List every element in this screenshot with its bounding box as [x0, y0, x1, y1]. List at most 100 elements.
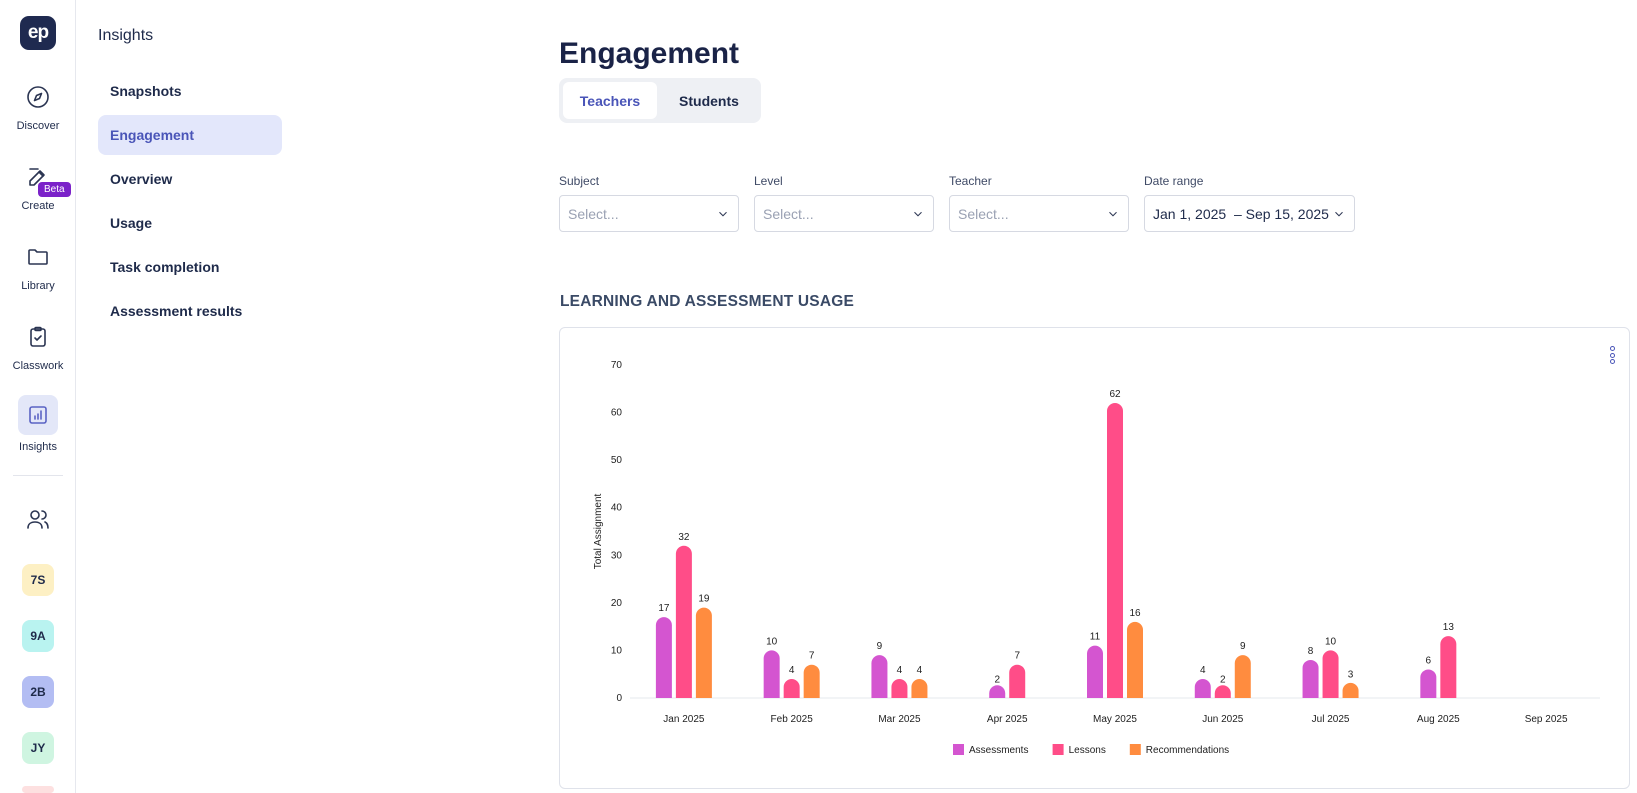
- class-chip-jy[interactable]: JY: [22, 732, 54, 764]
- bar-assessments-jun-2025: [1194, 678, 1211, 698]
- bar-assessments-jul-2025: [1302, 659, 1319, 698]
- sidebar-item-usage[interactable]: Usage: [110, 215, 153, 231]
- more-options-icon[interactable]: [1607, 346, 1617, 366]
- rail-label: Library: [21, 280, 55, 292]
- chevron-down-icon: [1335, 211, 1343, 216]
- x-tick-label: Mar 2025: [878, 714, 921, 725]
- select-placeholder: Select...: [568, 205, 619, 222]
- bar-lessons-jun-2025: [1214, 685, 1231, 698]
- data-label: 11: [1090, 632, 1101, 643]
- select-placeholder: Select...: [763, 205, 814, 222]
- legend-swatch: [1129, 744, 1141, 755]
- folder-icon: [21, 240, 55, 274]
- data-label: 2: [1220, 674, 1226, 685]
- data-label: 7: [1014, 651, 1020, 662]
- y-tick-label: 50: [611, 455, 623, 466]
- x-tick-label: Apr 2025: [987, 714, 1028, 725]
- rail-item-insights[interactable]: Insights: [0, 395, 76, 453]
- chevron-down-icon: [914, 211, 922, 216]
- data-label: 32: [678, 532, 690, 543]
- class-chip-partial[interactable]: [22, 786, 54, 793]
- data-label: 17: [658, 603, 670, 614]
- sidebar-item-assessment-results[interactable]: Assessment results: [110, 303, 243, 319]
- class-chip-7s[interactable]: 7S: [22, 564, 54, 596]
- select-placeholder: Select...: [958, 205, 1009, 222]
- bar-assessments-feb-2025: [763, 650, 780, 698]
- sidebar-item-engagement[interactable]: Engagement: [98, 115, 282, 155]
- date-range-select[interactable]: Jan 1, 2025 – Sep 15, 2025: [1144, 195, 1355, 232]
- data-label: 4: [917, 665, 923, 676]
- bar-lessons-may-2025: [1107, 403, 1123, 698]
- x-tick-label: Sep 2025: [1525, 714, 1568, 725]
- bar-assessments-mar-2025: [871, 655, 888, 698]
- bar-assessments-may-2025: [1087, 645, 1103, 698]
- y-tick-label: 0: [616, 693, 622, 704]
- bar-lessons-jan-2025: [675, 545, 692, 698]
- legend-swatch: [1052, 744, 1064, 755]
- beta-badge: Beta: [38, 182, 71, 197]
- class-chip-2b[interactable]: 2B: [22, 676, 54, 708]
- chevron-down-icon: [719, 211, 727, 216]
- legend-label: Assessments: [969, 745, 1028, 756]
- data-label: 8: [1308, 646, 1314, 657]
- tab-teachers[interactable]: Teachers: [563, 82, 657, 119]
- x-tick-label: May 2025: [1093, 714, 1137, 725]
- data-label: 16: [1129, 608, 1141, 619]
- bar-lessons-aug-2025: [1440, 636, 1457, 698]
- rail-label: Create: [21, 200, 55, 212]
- x-tick-label: Jun 2025: [1202, 714, 1244, 725]
- data-label: 10: [1325, 636, 1337, 647]
- data-label: 4: [1200, 665, 1206, 676]
- level-filter: Level Select...: [754, 174, 934, 232]
- teacher-filter: Teacher Select...: [949, 174, 1129, 232]
- app-logo[interactable]: ep: [20, 16, 56, 50]
- filter-label: Date range: [1144, 174, 1204, 188]
- class-chip-9a[interactable]: 9A: [22, 620, 54, 652]
- level-select[interactable]: Select...: [754, 195, 934, 232]
- sidebar-item-overview[interactable]: Overview: [110, 171, 173, 187]
- clipboard-icon: [21, 320, 55, 354]
- rail-item-discover[interactable]: Discover: [0, 80, 76, 132]
- sidebar-item-task-completion[interactable]: Task completion: [110, 259, 220, 275]
- data-label: 13: [1443, 622, 1455, 633]
- users-icon: [21, 502, 55, 536]
- page-title: Engagement: [559, 37, 740, 70]
- teacher-select[interactable]: Select...: [949, 195, 1129, 232]
- pencil-icon: [21, 160, 55, 194]
- data-label: 10: [766, 636, 778, 647]
- data-label: 6: [1426, 655, 1432, 666]
- view-toggle: Teachers Students: [559, 78, 761, 123]
- data-label: 4: [897, 665, 903, 676]
- bar-lessons-feb-2025: [783, 678, 800, 698]
- y-axis-label: Total Assignment: [593, 493, 604, 569]
- y-tick-label: 70: [611, 360, 623, 371]
- filter-label: Teacher: [949, 174, 992, 188]
- bar-lessons-jul-2025: [1322, 650, 1339, 698]
- legend-label: Recommendations: [1146, 745, 1229, 756]
- x-tick-label: Jan 2025: [663, 714, 705, 725]
- rail-item-create[interactable]: Beta Create: [0, 160, 76, 212]
- data-label: 7: [809, 651, 815, 662]
- bar-assessments-apr-2025: [989, 685, 1006, 698]
- insights-sidebar: Insights Snapshots Engagement Overview U…: [76, 0, 296, 793]
- subject-select[interactable]: Select...: [559, 195, 739, 232]
- sidebar-item-snapshots[interactable]: Snapshots: [110, 83, 182, 99]
- data-label: 2: [994, 674, 1000, 685]
- y-tick-label: 60: [611, 408, 623, 419]
- chart-icon: [18, 395, 58, 435]
- data-label: 9: [1240, 641, 1246, 652]
- sidebar-title: Insights: [98, 27, 154, 44]
- data-label: 3: [1348, 670, 1354, 681]
- tab-students[interactable]: Students: [679, 92, 739, 109]
- y-tick-label: 20: [611, 598, 623, 609]
- rail-item-people[interactable]: [0, 502, 76, 536]
- x-tick-label: Jul 2025: [1312, 714, 1350, 725]
- x-tick-label: Feb 2025: [771, 714, 814, 725]
- bar-recommendations-mar-2025: [911, 678, 928, 698]
- bar-recommendations-jan-2025: [695, 607, 712, 698]
- rail-item-classwork[interactable]: Classwork: [0, 320, 76, 372]
- y-tick-label: 30: [611, 550, 623, 561]
- chevron-down-icon: [1109, 211, 1117, 216]
- rail-label: Insights: [19, 441, 57, 453]
- rail-item-library[interactable]: Library: [0, 240, 76, 292]
